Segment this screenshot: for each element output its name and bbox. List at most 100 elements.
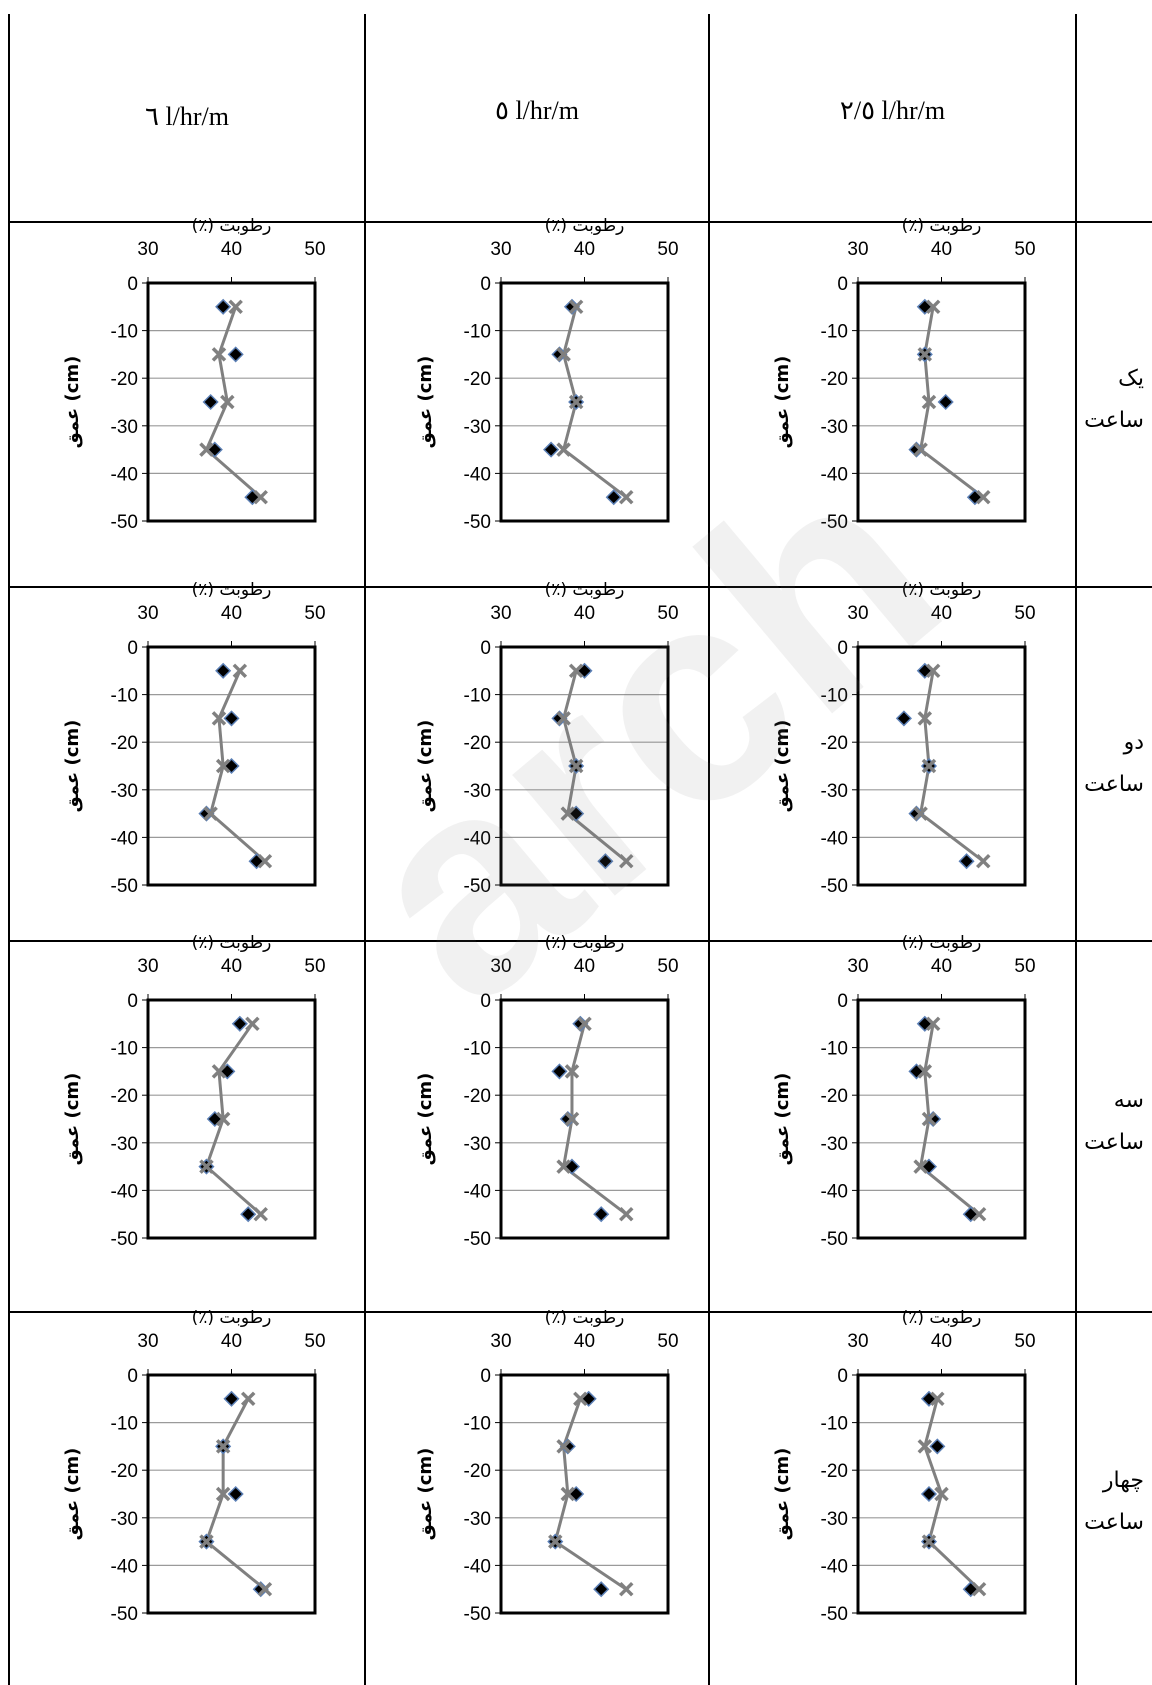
chart-r1-c2: 0 -10 -20 -30 -40 -50 30 40 50 رطوبت (٪) عمق (cm) — [760, 572, 1045, 920]
y-tick-label: -10 — [821, 1414, 848, 1435]
header-col2: ٥ l/hr/m — [366, 96, 708, 126]
y-tick-label: -40 — [111, 464, 138, 485]
x-tick-label: 30 — [490, 239, 511, 260]
table-divider-col3 — [1075, 14, 1077, 1685]
y-tick-label: 0 — [127, 991, 138, 1012]
data-point-diamond — [897, 711, 911, 725]
chart-svg: 0 -10 -20 -30 -40 -50 30 40 50 رطوبت (٪) عمق (cm) — [50, 1300, 335, 1643]
data-point-cross — [242, 1393, 254, 1405]
plot-frame — [501, 1375, 668, 1613]
y-tick-label: -40 — [111, 1181, 138, 1202]
y-tick-label: -20 — [821, 1086, 848, 1107]
row-label-1-line1: دو — [1084, 722, 1144, 764]
x-tick-label: 40 — [221, 603, 242, 624]
row-label-3-line1: چهار — [1084, 1460, 1144, 1502]
y-axis-title: عمق (cm) — [415, 720, 436, 813]
data-point-diamond — [930, 1439, 944, 1453]
x-tick-label: 40 — [221, 239, 242, 260]
y-axis-title: عمق (cm) — [772, 356, 793, 449]
y-tick-label: -50 — [111, 1229, 138, 1250]
data-point-diamond — [552, 1064, 566, 1078]
x-tick-label: 40 — [574, 603, 595, 624]
x-tick-label: 30 — [137, 239, 158, 260]
y-tick-label: -10 — [821, 1039, 848, 1060]
data-point-diamond — [229, 347, 243, 361]
data-point-cross — [255, 1208, 267, 1220]
y-tick-label: -10 — [821, 686, 848, 707]
x-tick-label: 30 — [847, 239, 868, 260]
x-axis-title: رطوبت (٪) — [902, 216, 982, 236]
x-tick-label: 40 — [221, 1331, 242, 1352]
y-tick-label: 0 — [480, 1366, 491, 1387]
x-tick-label: 30 — [490, 956, 511, 977]
chart-svg: 0 -10 -20 -30 -40 -50 30 40 50 رطوبت (٪) عمق (cm) — [403, 208, 688, 551]
data-point-diamond — [598, 854, 612, 868]
y-tick-label: -30 — [111, 417, 138, 438]
y-tick-label: -50 — [464, 1604, 491, 1625]
data-point-cross — [620, 855, 632, 867]
x-tick-label: 50 — [657, 603, 678, 624]
data-point-diamond — [960, 854, 974, 868]
chart-svg: 0 -10 -20 -30 -40 -50 30 40 50 رطوبت (٪) عمق (cm) — [50, 925, 335, 1268]
y-tick-label: 0 — [480, 274, 491, 295]
x-axis-title: رطوبت (٪) — [192, 216, 272, 236]
x-axis-title: رطوبت (٪) — [545, 933, 625, 953]
x-tick-label: 50 — [1014, 956, 1035, 977]
data-point-cross — [234, 665, 246, 677]
y-tick-label: -40 — [464, 464, 491, 485]
plot-frame — [501, 1000, 668, 1238]
y-tick-label: -40 — [821, 1181, 848, 1202]
data-point-diamond — [594, 1207, 608, 1221]
x-axis-title: رطوبت (٪) — [545, 580, 625, 600]
chart-r1-c1: 0 -10 -20 -30 -40 -50 30 40 50 رطوبت (٪) عمق (cm) — [403, 572, 688, 920]
y-tick-label: 0 — [127, 638, 138, 659]
y-tick-label: -10 — [821, 322, 848, 343]
chart-svg: 0 -10 -20 -30 -40 -50 30 40 50 رطوبت (٪) عمق (cm) — [403, 572, 688, 915]
x-tick-label: 30 — [847, 1331, 868, 1352]
chart-svg: 0 -10 -20 -30 -40 -50 30 40 50 رطوبت (٪) عمق (cm) — [760, 1300, 1045, 1643]
x-axis-title: رطوبت (٪) — [902, 1308, 982, 1328]
y-tick-label: -30 — [464, 417, 491, 438]
chart-r0-c2: 0 -10 -20 -30 -40 -50 30 40 50 رطوبت (٪) عمق (cm) — [760, 208, 1045, 556]
y-tick-label: -40 — [464, 828, 491, 849]
chart-r2-c2: 0 -10 -20 -30 -40 -50 30 40 50 رطوبت (٪) عمق (cm) — [760, 925, 1045, 1273]
x-tick-label: 40 — [574, 239, 595, 260]
data-point-diamond — [225, 711, 239, 725]
y-axis-title: عمق (cm) — [415, 356, 436, 449]
y-tick-label: -30 — [821, 781, 848, 802]
x-tick-label: 40 — [574, 956, 595, 977]
y-tick-label: -10 — [111, 686, 138, 707]
plot-frame — [858, 647, 1025, 885]
y-tick-label: -20 — [111, 1461, 138, 1482]
x-axis-title: رطوبت (٪) — [902, 580, 982, 600]
y-tick-label: -40 — [111, 828, 138, 849]
x-tick-label: 30 — [490, 603, 511, 624]
y-tick-label: -20 — [111, 369, 138, 390]
x-tick-label: 50 — [304, 239, 325, 260]
chart-r3-c2: 0 -10 -20 -30 -40 -50 30 40 50 رطوبت (٪) عمق (cm) — [760, 1300, 1045, 1648]
x-axis-title: رطوبت (٪) — [902, 933, 982, 953]
x-tick-label: 50 — [304, 603, 325, 624]
row-label-3-line2: ساعت — [1084, 1502, 1144, 1544]
y-tick-label: -50 — [111, 512, 138, 533]
x-axis-title: رطوبت (٪) — [545, 216, 625, 236]
x-axis-title: رطوبت (٪) — [192, 580, 272, 600]
plot-frame — [501, 283, 668, 521]
y-tick-label: -10 — [464, 1414, 491, 1435]
data-point-cross — [620, 1583, 632, 1595]
chart-r2-c1: 0 -10 -20 -30 -40 -50 30 40 50 رطوبت (٪) عمق (cm) — [403, 925, 688, 1273]
y-tick-label: 0 — [127, 1366, 138, 1387]
chart-svg: 0 -10 -20 -30 -40 -50 30 40 50 رطوبت (٪) عمق (cm) — [760, 572, 1045, 915]
x-tick-label: 30 — [137, 956, 158, 977]
y-axis-title: عمق (cm) — [415, 1448, 436, 1541]
y-tick-label: -50 — [464, 876, 491, 897]
chart-svg: 0 -10 -20 -30 -40 -50 30 40 50 رطوبت (٪) عمق (cm) — [403, 925, 688, 1268]
y-axis-title: عمق (cm) — [62, 720, 83, 813]
y-tick-label: -50 — [821, 1229, 848, 1250]
row-label-2: سه ساعت — [1084, 1080, 1144, 1164]
row-label-0-line2: ساعت — [1084, 400, 1144, 442]
chart-r3-c1: 0 -10 -20 -30 -40 -50 30 40 50 رطوبت (٪) عمق (cm) — [403, 1300, 688, 1648]
y-tick-label: -50 — [821, 876, 848, 897]
data-point-diamond — [233, 1017, 247, 1031]
data-point-diamond — [204, 395, 218, 409]
